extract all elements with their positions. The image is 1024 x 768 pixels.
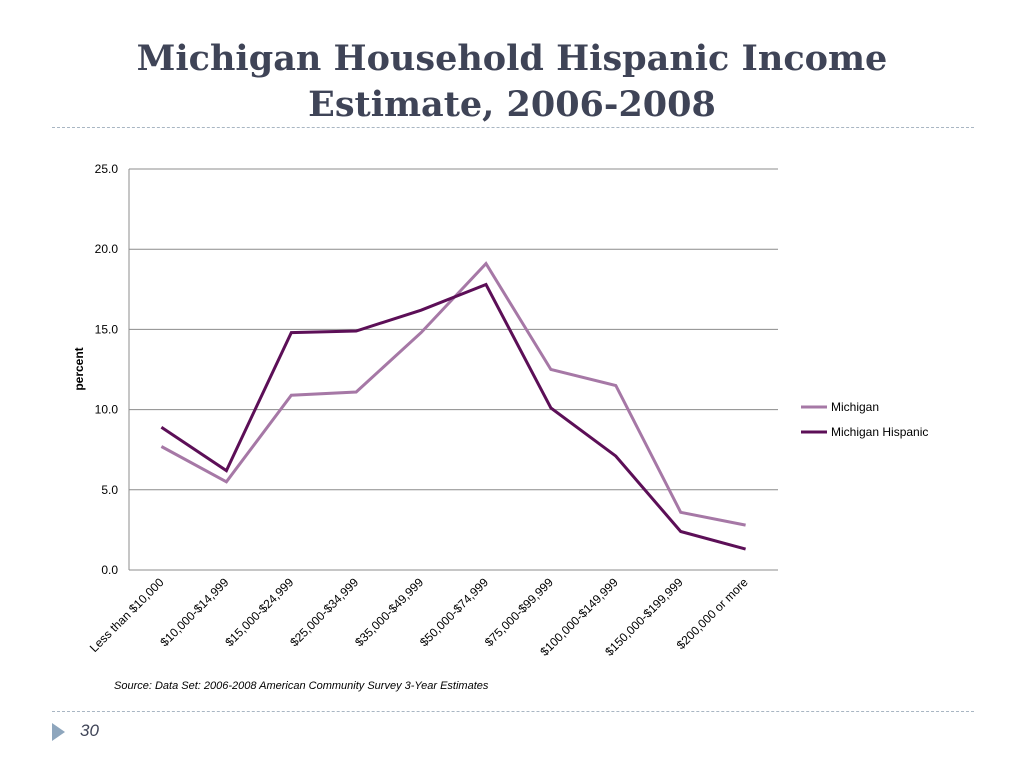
series-line-michigan — [160, 261, 746, 527]
title-line-1: Michigan Household Hispanic Income — [136, 38, 888, 79]
page-number: 30 — [80, 721, 99, 740]
slide-title: Michigan Household Hispanic Income Estim… — [60, 36, 964, 128]
x-tick-label: $75,000-$99,999 — [482, 575, 556, 649]
x-tick-label: $200,000 or more — [674, 575, 751, 652]
y-tick-label: 15.0 — [95, 322, 119, 336]
top-divider — [52, 127, 974, 128]
x-tick-label: $25,000-$34,999 — [287, 575, 361, 649]
x-tick-label: $15,000-$24,999 — [222, 575, 296, 649]
y-tick-label: 10.0 — [95, 403, 119, 417]
x-tick-label: $50,000-$74,999 — [417, 575, 491, 649]
legend-label: Michigan — [831, 400, 879, 414]
y-tick-label: 0.0 — [101, 563, 118, 577]
triangle-bullet-icon — [52, 723, 65, 741]
x-tick-label: Less than $10,000 — [87, 575, 167, 655]
source-note: Source: Data Set: 2006-2008 American Com… — [114, 680, 489, 692]
y-tick-label: 25.0 — [95, 162, 119, 176]
y-tick-label: 5.0 — [101, 483, 118, 497]
bottom-divider — [52, 711, 974, 712]
series-line-michigan-hispanic — [160, 282, 746, 551]
y-axis-title: percent — [72, 347, 86, 390]
legend-label: Michigan Hispanic — [831, 425, 928, 439]
x-tick-label: $10,000-$14,999 — [157, 575, 231, 649]
y-tick-label: 20.0 — [95, 242, 119, 256]
title-line-2: Estimate, 2006-2008 — [308, 84, 716, 125]
x-tick-label: $35,000-$49,999 — [352, 575, 426, 649]
